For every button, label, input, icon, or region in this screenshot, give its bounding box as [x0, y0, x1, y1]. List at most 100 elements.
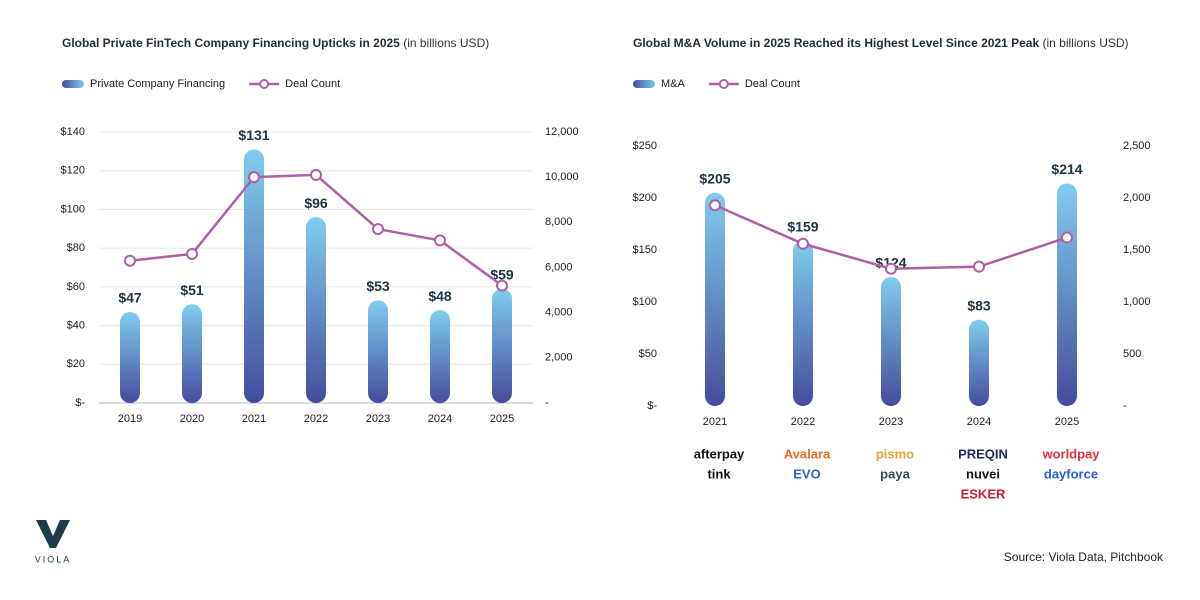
logo: pismo	[876, 446, 914, 461]
bar	[881, 277, 901, 406]
bar	[244, 149, 264, 403]
line-marker	[124, 254, 136, 267]
source: Source: Viola Data, Pitchbook	[1004, 550, 1164, 564]
y-tick-label: $200	[633, 192, 657, 204]
bar	[430, 310, 450, 403]
y2-tick-label: 1,500	[1123, 244, 1151, 256]
value-label: $159	[787, 218, 818, 234]
y-tick-label: $60	[67, 281, 85, 293]
value-label: $51	[180, 282, 204, 298]
y2-tick-label: 12,000	[545, 126, 579, 138]
x-tick-label: 2025	[490, 413, 514, 425]
legend-label: Private Company Financing	[90, 78, 225, 90]
x-tick-label: 2020	[180, 413, 204, 425]
legend-label: Deal Count	[285, 78, 340, 90]
value-label: $131	[238, 127, 269, 143]
y2-tick-label: 10,000	[545, 171, 579, 183]
y-tick-label: $100	[61, 203, 85, 215]
bar	[306, 217, 326, 403]
value-label: $83	[967, 297, 991, 313]
value-label: $214	[1051, 161, 1082, 177]
bar	[705, 192, 725, 406]
y2-tick-label: 2,000	[545, 352, 573, 364]
line-marker	[310, 168, 322, 181]
x-tick-label: 2025	[1055, 416, 1079, 428]
logo: worldpay	[1041, 446, 1100, 461]
title-main: Global M&A Volume in 2025 Reached its Hi…	[633, 36, 1039, 50]
x-tick-label: 2023	[879, 416, 903, 428]
logo: ESKER	[961, 486, 1006, 501]
x-tick-label: 2024	[428, 413, 452, 425]
logo: paya	[880, 466, 910, 481]
legend-swatch	[633, 80, 655, 88]
logo: EVO	[793, 466, 820, 481]
legend-marker	[718, 79, 729, 89]
chart-title: Global Private FinTech Company Financing…	[62, 36, 489, 50]
line-marker	[1061, 231, 1073, 244]
value-label: $53	[366, 278, 390, 294]
value-label: $48	[428, 288, 452, 304]
legend-swatch	[62, 80, 84, 88]
legend-label: M&A	[661, 78, 686, 90]
y2-tick-label: 500	[1123, 348, 1141, 360]
bar	[120, 312, 140, 403]
legend-marker	[259, 79, 270, 89]
line-marker	[885, 262, 897, 275]
bar	[182, 304, 202, 403]
line-marker	[709, 199, 721, 212]
line-marker	[496, 279, 508, 292]
brand: VIOLA	[35, 554, 72, 564]
value-label: $205	[699, 171, 730, 187]
logo: Avalara	[784, 446, 831, 461]
bar	[368, 300, 388, 403]
y2-tick-label: -	[545, 397, 549, 409]
x-tick-label: 2019	[118, 413, 142, 425]
y2-tick-label: 2,500	[1123, 140, 1151, 152]
bar	[969, 319, 989, 406]
y-tick-label: $-	[75, 397, 85, 409]
logo: nuvei	[966, 466, 1000, 481]
x-tick-label: 2021	[242, 413, 266, 425]
bar	[1057, 183, 1077, 406]
logo: tink	[707, 466, 731, 481]
x-tick-label: 2024	[967, 416, 991, 428]
line-marker	[372, 223, 384, 236]
brand-icon	[36, 520, 70, 548]
line-marker	[434, 234, 446, 247]
line-marker	[973, 260, 985, 273]
y-tick-label: $-	[647, 400, 657, 412]
x-tick-label: 2022	[791, 416, 815, 428]
y-tick-label: $100	[633, 296, 657, 308]
logo: PREQIN	[958, 446, 1008, 461]
y-tick-label: $120	[61, 165, 85, 177]
title-note: (in billions USD)	[1043, 36, 1129, 50]
y2-tick-label: 1,000	[1123, 296, 1151, 308]
y-tick-label: $80	[67, 242, 85, 254]
legend-label: Deal Count	[745, 78, 800, 90]
y-tick-label: $50	[639, 348, 657, 360]
value-label: $59	[490, 266, 514, 282]
line-marker	[186, 247, 198, 260]
y-tick-label: $40	[67, 319, 85, 331]
logo: afterpay	[694, 446, 745, 461]
y-tick-label: $150	[633, 244, 657, 256]
y2-tick-label: 6,000	[545, 261, 573, 273]
line-marker	[797, 237, 809, 250]
y2-tick-label: 8,000	[545, 216, 573, 228]
title-main: Global Private FinTech Company Financing…	[62, 36, 400, 50]
bar	[492, 288, 512, 403]
line-marker	[248, 171, 260, 184]
y2-tick-label: -	[1123, 400, 1127, 412]
y2-tick-label: 2,000	[1123, 192, 1151, 204]
bar	[793, 240, 813, 406]
y-tick-label: $250	[633, 140, 657, 152]
x-tick-label: 2021	[703, 416, 727, 428]
chart-title: Global M&A Volume in 2025 Reached its Hi…	[633, 36, 1129, 50]
value-label: $47	[118, 290, 142, 306]
y2-tick-label: 4,000	[545, 307, 573, 319]
value-label: $96	[304, 195, 328, 211]
x-tick-label: 2023	[366, 413, 390, 425]
y-tick-label: $20	[67, 358, 85, 370]
